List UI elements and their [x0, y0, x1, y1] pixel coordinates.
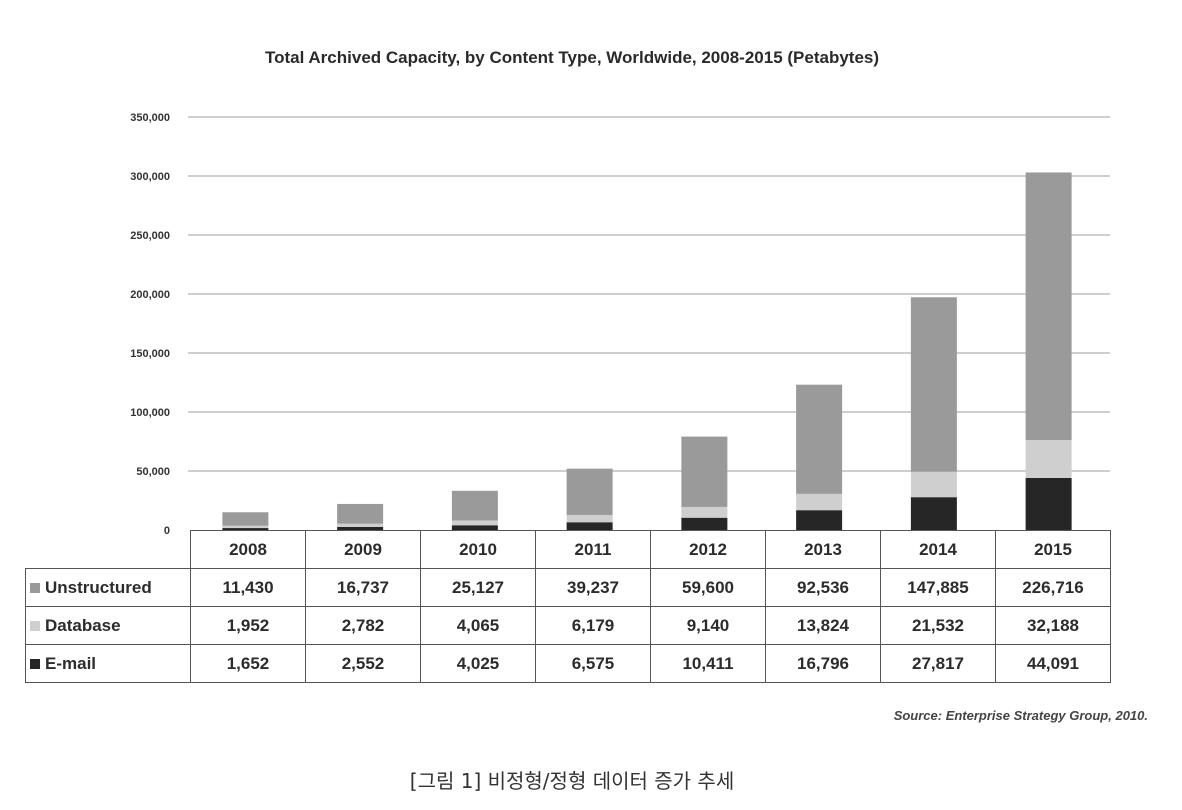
- table-cell: 10,411: [650, 644, 766, 683]
- bar-database-2009: [337, 523, 384, 527]
- gridlines: [188, 116, 1110, 472]
- table-cell: 147,885: [880, 568, 996, 607]
- bar-email-2009: [337, 526, 384, 530]
- y-tick-label: 50,000: [136, 466, 170, 478]
- year-header-cell: 2011: [535, 530, 651, 569]
- data-table: 2008 2009 2010 2011 2012 2013 2014 2015 Unstruc…: [25, 530, 1111, 683]
- bar-email-2008: [222, 528, 269, 530]
- bar-unstructured-2010: [451, 490, 498, 521]
- table-cell: 226,716: [995, 568, 1111, 607]
- y-tick-label: 200,000: [130, 289, 170, 301]
- y-tick-label: 100,000: [130, 407, 170, 419]
- bar-unstructured-2012: [681, 436, 728, 507]
- table-cell: 44,091: [995, 644, 1111, 683]
- y-axis: 0 50,000 100,000 150,000 200,000 250,000 300,0…: [130, 112, 170, 537]
- y-tick-label: 0: [164, 525, 170, 537]
- table-cell: 16,796: [765, 644, 881, 683]
- database-swatch-icon: [30, 620, 40, 631]
- y-tick-label: 250,000: [130, 230, 170, 242]
- source-note: Source: Enterprise Strategy Group, 2010.: [893, 708, 1148, 723]
- table-cell: 13,824: [765, 606, 881, 645]
- bar-database-2011: [566, 514, 613, 523]
- bar-database-2010: [451, 520, 498, 526]
- bar-email-2010: [451, 525, 498, 530]
- row-label: E-mail: [45, 653, 97, 673]
- year-header-cell: 2008: [190, 530, 306, 569]
- table-cell: 25,127: [420, 568, 536, 607]
- bar-unstructured-2015: [1025, 172, 1072, 440]
- corner-cell: [26, 531, 191, 569]
- year-header-cell: 2012: [650, 530, 766, 569]
- bar-email-2015: [1025, 477, 1072, 530]
- table-cell: 6,179: [535, 606, 651, 645]
- unstructured-swatch-icon: [30, 582, 40, 593]
- email-swatch-icon: [30, 658, 40, 669]
- table-row-email: E-mail 1,652 2,552 4,025 6,575 10,411 16,796 2…: [25, 644, 1111, 683]
- bar-database-2015: [1025, 439, 1072, 478]
- bar-email-2011: [566, 522, 613, 530]
- bar-database-2014: [910, 471, 957, 498]
- table-cell: 16,737: [305, 568, 421, 607]
- bar-unstructured-2014: [910, 297, 957, 472]
- year-header-cell: 2013: [765, 530, 881, 569]
- bar-unstructured-2008: [222, 512, 269, 526]
- bar-database-2008: [222, 525, 269, 529]
- table-cell: 2,552: [305, 644, 421, 683]
- row-header-email: E-mail: [25, 644, 191, 683]
- table-cell: 4,025: [420, 644, 536, 683]
- year-header-cell: 2009: [305, 530, 421, 569]
- year-header-cell: 2015: [995, 530, 1111, 569]
- bar-unstructured-2009: [337, 503, 384, 524]
- y-tick-label: 300,000: [130, 171, 170, 183]
- table-cell: 32,188: [995, 606, 1111, 645]
- y-tick-label: 150,000: [130, 348, 170, 360]
- table-cell: 92,536: [765, 568, 881, 607]
- bar-email-2013: [796, 510, 843, 530]
- table-cell: 1,952: [190, 606, 306, 645]
- bars: [222, 172, 1072, 530]
- bar-email-2012: [681, 517, 728, 530]
- table-cell: 21,532: [880, 606, 996, 645]
- figure-caption: [그림 1] 비정형/정형 데이터 증가 추세: [409, 769, 735, 793]
- row-label: Unstructured: [45, 577, 152, 597]
- table-cell: 11,430: [190, 568, 306, 607]
- table-cell: 1,652: [190, 644, 306, 683]
- table-row-database: Database 1,952 2,782 4,065 6,179 9,140 13,824…: [25, 606, 1111, 645]
- table-cell: 4,065: [420, 606, 536, 645]
- table-cell: 9,140: [650, 606, 766, 645]
- bar-database-2012: [681, 506, 728, 518]
- row-label: Database: [45, 615, 121, 635]
- table-cell: 6,575: [535, 644, 651, 683]
- row-header-unstructured: Unstructured: [25, 568, 191, 607]
- chart-title: Total Archived Capacity, by Content Type…: [264, 48, 880, 67]
- bar-email-2014: [910, 497, 957, 530]
- bar-unstructured-2013: [796, 384, 843, 494]
- table-cell: 2,782: [305, 606, 421, 645]
- year-header-cell: 2014: [880, 530, 996, 569]
- bar-database-2013: [796, 493, 843, 511]
- table-cell: 27,817: [880, 644, 996, 683]
- year-header-cell: 2010: [420, 530, 536, 569]
- table-cell: 39,237: [535, 568, 651, 607]
- table-cell: 59,600: [650, 568, 766, 607]
- row-header-database: Database: [25, 606, 191, 645]
- year-header-row: 2008 2009 2010 2011 2012 2013 2014 2015: [26, 530, 1111, 569]
- bar-unstructured-2011: [566, 468, 613, 515]
- table-row-unstructured: Unstructured 11,430 16,737 25,127 39,237 59,…: [25, 568, 1111, 607]
- y-tick-label: 350,000: [130, 112, 170, 124]
